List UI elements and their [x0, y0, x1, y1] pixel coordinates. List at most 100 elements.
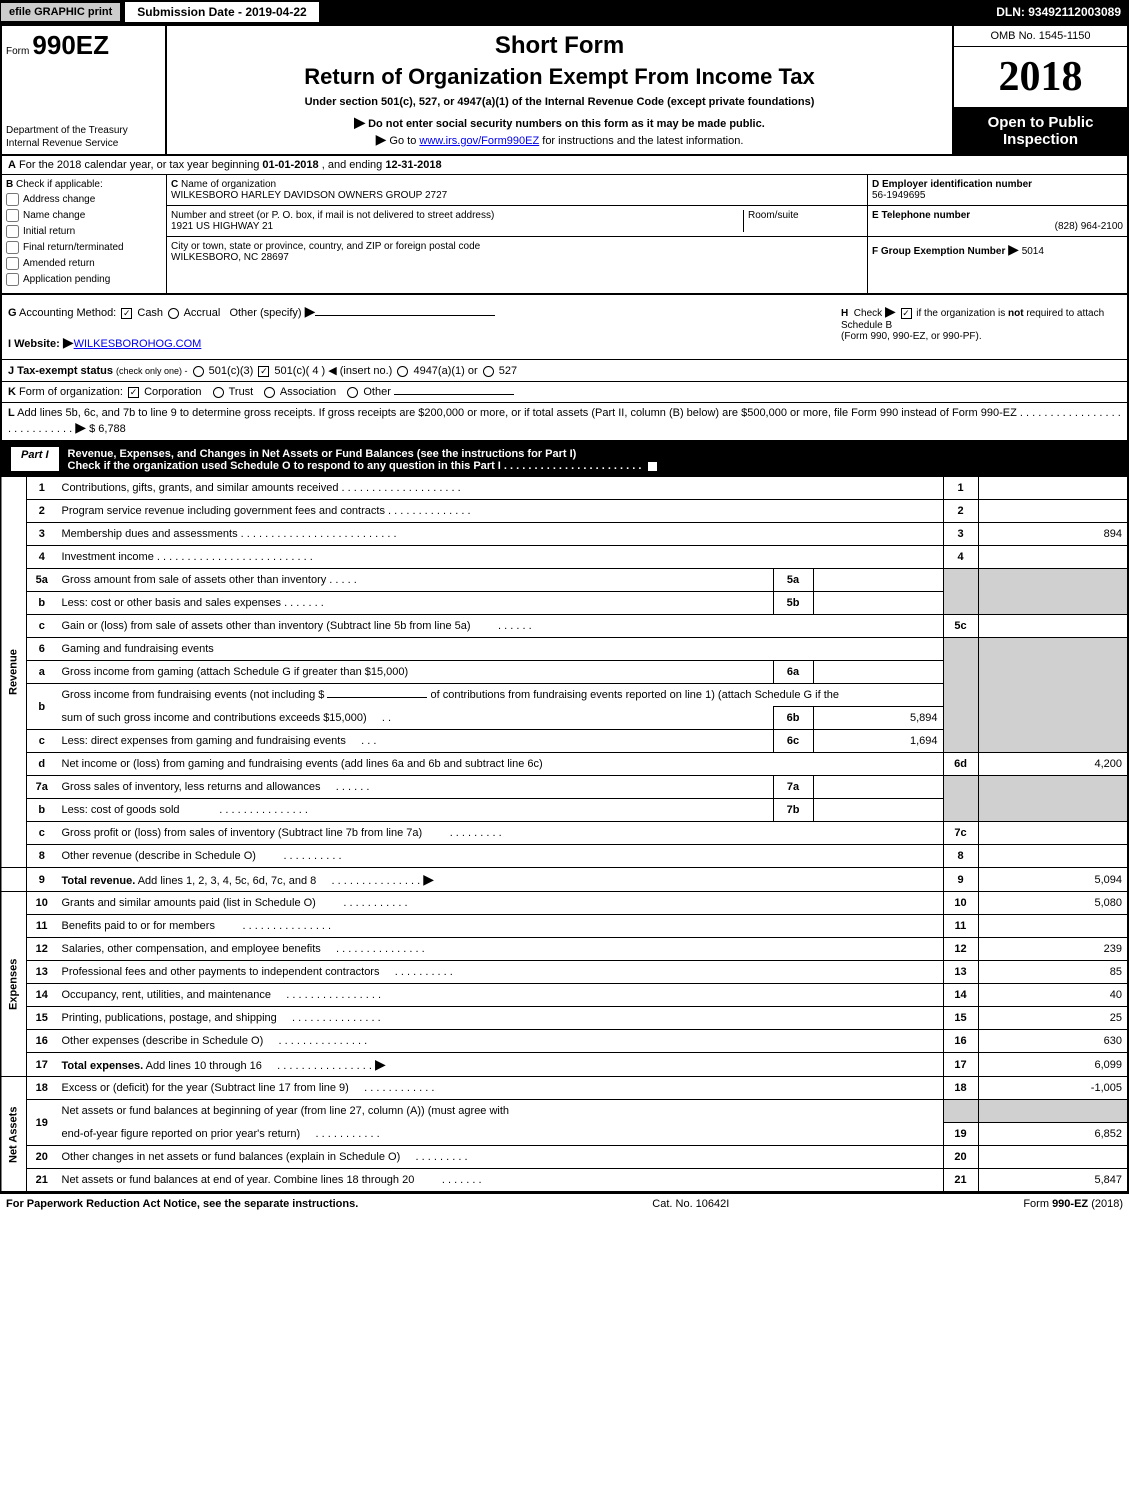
- row-8: 8 Other revenue (describe in Schedule O)…: [1, 845, 1128, 868]
- trust-checkbox[interactable]: [213, 387, 224, 398]
- department: Department of the Treasury Internal Reve…: [6, 124, 161, 150]
- dept-line2: Internal Revenue Service: [6, 137, 161, 150]
- part1-header: Part I Revenue, Expenses, and Changes in…: [0, 442, 1129, 476]
- line19-value: 6,852: [978, 1123, 1128, 1146]
- city-row: City or town, state or province, country…: [167, 237, 867, 267]
- top-bar: efile GRAPHIC print Submission Date - 20…: [0, 0, 1129, 24]
- line7c-value: [978, 822, 1128, 845]
- street-address: 1921 US HIGHWAY 21: [171, 221, 273, 232]
- line10-value: 5,080: [978, 892, 1128, 915]
- website-link[interactable]: WILKESBOROHOG.COM: [74, 338, 202, 350]
- row-20: 20 Other changes in net assets or fund b…: [1, 1146, 1128, 1169]
- footer-center: Cat. No. 10642I: [652, 1198, 729, 1210]
- line-j: J Tax-exempt status (check only one) - 5…: [0, 360, 1129, 382]
- row-6: 6 Gaming and fundraising events: [1, 638, 1128, 661]
- row-2: 2 Program service revenue including gove…: [1, 500, 1128, 523]
- name-change-checkbox[interactable]: [6, 209, 19, 222]
- header-right: OMB No. 1545-1150 2018 Open to Public In…: [952, 26, 1127, 154]
- corporation-checkbox[interactable]: [128, 387, 139, 398]
- row-15: 15 Printing, publications, postage, and …: [1, 1007, 1128, 1030]
- address-change-checkbox[interactable]: [6, 193, 19, 206]
- part1-title: Revenue, Expenses, and Changes in Net As…: [68, 446, 1119, 472]
- line-l: L Add lines 5b, 6c, and 7b to line 9 to …: [0, 403, 1129, 442]
- amended-return-checkbox[interactable]: [6, 257, 19, 270]
- other-org-checkbox[interactable]: [347, 387, 358, 398]
- schedule-b-checkbox[interactable]: [901, 308, 912, 319]
- irs-link[interactable]: www.irs.gov/Form990EZ: [419, 135, 539, 147]
- final-return-checkbox[interactable]: [6, 241, 19, 254]
- footer-left: For Paperwork Reduction Act Notice, see …: [6, 1198, 358, 1210]
- open-public-badge: Open to Public Inspection: [954, 108, 1127, 154]
- section-def: D Employer identification number 56-1949…: [867, 175, 1127, 293]
- org-name: WILKESBORO HARLEY DAVIDSON OWNERS GROUP …: [171, 190, 447, 201]
- line2-value: [978, 500, 1128, 523]
- fundraising-contrib-input[interactable]: [327, 697, 427, 698]
- row-13: 13 Professional fees and other payments …: [1, 961, 1128, 984]
- line11-value: [978, 915, 1128, 938]
- line16-value: 630: [978, 1030, 1128, 1053]
- 501c3-radio[interactable]: [193, 366, 204, 377]
- line8-value: [978, 845, 1128, 868]
- line18-value: -1,005: [978, 1077, 1128, 1100]
- row-7a: 7a Gross sales of inventory, less return…: [1, 776, 1128, 799]
- line6b-value: 5,894: [813, 707, 943, 730]
- line5b-value: [813, 592, 943, 615]
- gross-receipts-amount: $ 6,788: [89, 423, 126, 435]
- section-b: B Check if applicable: Address change Na…: [2, 175, 167, 293]
- application-pending-label: Application pending: [23, 274, 110, 285]
- line12-value: 239: [978, 938, 1128, 961]
- submission-date: Submission Date - 2019-04-22: [125, 2, 318, 22]
- row-11: 11 Benefits paid to or for members . . .…: [1, 915, 1128, 938]
- line6a-value: [813, 661, 943, 684]
- row-5a: 5a Gross amount from sale of assets othe…: [1, 569, 1128, 592]
- 4947-radio[interactable]: [397, 366, 408, 377]
- accrual-checkbox[interactable]: [168, 308, 179, 319]
- line13-value: 85: [978, 961, 1128, 984]
- section-c: C Name of organization WILKESBORO HARLEY…: [167, 175, 867, 293]
- line4-value: [978, 546, 1128, 569]
- address-change-label: Address change: [23, 194, 95, 205]
- row-19-1: 19 Net assets or fund balances at beginn…: [1, 1100, 1128, 1123]
- line20-value: [978, 1146, 1128, 1169]
- 527-radio[interactable]: [483, 366, 494, 377]
- initial-return-checkbox[interactable]: [6, 225, 19, 238]
- under-section: Under section 501(c), 527, or 4947(a)(1)…: [173, 96, 946, 108]
- section-e: E Telephone number (828) 964-2100: [868, 206, 1127, 237]
- part1-label: Part I: [10, 446, 60, 472]
- line6d-value: 4,200: [978, 753, 1128, 776]
- other-org-input[interactable]: [394, 394, 514, 395]
- header-left: Form 990EZ Department of the Treasury In…: [2, 26, 167, 154]
- form-number: 990EZ: [32, 30, 109, 60]
- row-19-2: end-of-year figure reported on prior yea…: [1, 1123, 1128, 1146]
- phone-value: (828) 964-2100: [872, 221, 1123, 232]
- footer: For Paperwork Reduction Act Notice, see …: [0, 1192, 1129, 1214]
- cash-checkbox[interactable]: [121, 308, 132, 319]
- header-center: Short Form Return of Organization Exempt…: [167, 26, 952, 154]
- row-16: 16 Other expenses (describe in Schedule …: [1, 1030, 1128, 1053]
- row-7c: c Gross profit or (loss) from sales of i…: [1, 822, 1128, 845]
- efile-print-button[interactable]: efile GRAPHIC print: [0, 2, 121, 22]
- address-row: Number and street (or P. O. box, if mail…: [167, 206, 867, 237]
- row-10: Expenses 10 Grants and similar amounts p…: [1, 892, 1128, 915]
- 501c-radio[interactable]: [258, 366, 269, 377]
- row-9: 9 Total revenue. Add lines 1, 2, 3, 4, 5…: [1, 868, 1128, 892]
- line21-value: 5,847: [978, 1169, 1128, 1192]
- association-checkbox[interactable]: [264, 387, 275, 398]
- section-f: F Group Exemption Number ▶ 5014: [868, 237, 1127, 262]
- go-to-line: ▶ Go to www.irs.gov/Form990EZ for instru…: [173, 131, 946, 148]
- line5c-value: [978, 615, 1128, 638]
- group-exemption-value: 5014: [1022, 246, 1044, 257]
- row-6d: d Net income or (loss) from gaming and f…: [1, 753, 1128, 776]
- other-specify-input[interactable]: [315, 315, 495, 316]
- application-pending-checkbox[interactable]: [6, 273, 19, 286]
- row-14: 14 Occupancy, rent, utilities, and maint…: [1, 984, 1128, 1007]
- final-return-label: Final return/terminated: [23, 242, 124, 253]
- row-18: Net Assets 18 Excess or (deficit) for th…: [1, 1077, 1128, 1100]
- section-d: D Employer identification number 56-1949…: [868, 175, 1127, 206]
- line6c-value: 1,694: [813, 730, 943, 753]
- line5a-value: [813, 569, 943, 592]
- line3-value: 894: [978, 523, 1128, 546]
- schedule-o-checkbox[interactable]: [647, 461, 658, 472]
- dln-number: DLN: 93492112003089: [996, 5, 1129, 19]
- line17-value: 6,099: [978, 1053, 1128, 1077]
